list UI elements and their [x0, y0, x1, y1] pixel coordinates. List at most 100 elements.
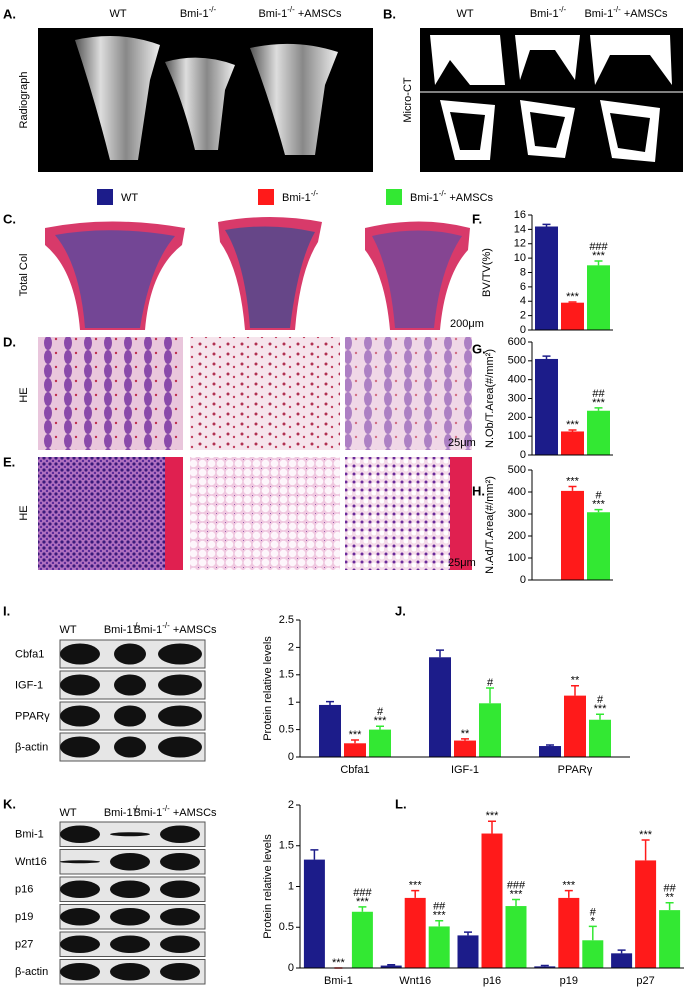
blot-band — [114, 705, 146, 727]
blot-band — [160, 825, 200, 843]
row-label: Micro-CT — [402, 77, 414, 122]
error-bar — [464, 931, 472, 936]
ct-slice — [430, 35, 505, 85]
row-label: HE — [18, 505, 30, 520]
y-axis-label: Protein relative levels — [262, 834, 274, 939]
significance-mark: ### — [353, 887, 372, 899]
error-bar — [588, 925, 597, 941]
legend-label: WT — [121, 192, 138, 204]
column-header: Bmi-1-/- — [530, 5, 567, 20]
bar — [558, 897, 580, 968]
y-tick-label: 0 — [520, 574, 526, 586]
x-tick-label: PPARγ — [558, 764, 593, 776]
row-label: HE — [18, 387, 30, 402]
legend-label: Bmi-1-/- — [282, 189, 319, 204]
significance-mark: ** — [665, 892, 674, 904]
y-tick-label: 2 — [288, 799, 294, 811]
error-bar — [310, 849, 319, 860]
bar — [535, 358, 558, 455]
y-tick-label: 1 — [288, 696, 294, 708]
blot-row-label: p27 — [15, 939, 33, 951]
panel-label: D. — [3, 334, 16, 349]
blot-band — [158, 674, 202, 696]
histology-image — [345, 337, 472, 450]
panel-label: H. — [472, 483, 485, 498]
y-tick-label: 0 — [520, 449, 526, 461]
bar — [344, 743, 366, 757]
bar — [479, 703, 501, 757]
bar — [428, 926, 450, 968]
significance-mark: ## — [433, 901, 446, 913]
error-bar — [571, 685, 579, 696]
y-axis-label: N.Ad/T.Area(#/mm²) — [484, 476, 496, 574]
significance-mark: ### — [589, 241, 608, 253]
y-tick-label: 400 — [508, 374, 526, 386]
significance-mark: *** — [510, 888, 524, 900]
error-bar — [564, 889, 573, 898]
y-tick-label: 2.5 — [279, 614, 294, 626]
error-bar — [568, 429, 577, 432]
bar — [429, 657, 451, 757]
column-header: Bmi-1-/- +AMSCs — [258, 5, 342, 20]
blot-row-label: Wnt16 — [15, 856, 47, 868]
bar-chart: G.N.Ob/T.Area(#/mm²) 0 100 200 300 400 500 600 *… — [472, 336, 613, 461]
histology-image — [450, 457, 472, 570]
blot-band — [60, 880, 100, 898]
blot-row-label: PPARγ — [15, 710, 50, 722]
blot-band — [60, 908, 100, 926]
blot-band — [160, 880, 200, 898]
bar — [564, 695, 586, 757]
blot-band — [114, 643, 146, 665]
bar — [635, 860, 657, 968]
blot-row-label: β-actin — [15, 966, 48, 978]
bar-chart: H.N.Ad/T.Area(#/mm²) 0 100 200 300 400 500 *** *… — [472, 464, 613, 586]
error-bar — [486, 687, 494, 704]
y-tick-label: 500 — [508, 464, 526, 476]
axes — [299, 620, 630, 758]
axes — [531, 215, 613, 331]
error-bar — [461, 738, 469, 741]
error-bar — [326, 700, 334, 705]
error-bar — [594, 508, 603, 513]
column-header: Bmi-1-/- — [180, 5, 217, 20]
legend-swatch — [97, 189, 113, 205]
y-tick-label: 200 — [508, 411, 526, 423]
y-tick-label: 0.5 — [279, 724, 294, 736]
error-bar — [594, 407, 603, 411]
ct-slice — [590, 35, 672, 85]
significance-mark: *** — [592, 397, 606, 409]
significance-mark: *** — [566, 419, 580, 431]
bar — [534, 966, 556, 968]
y-tick-label: 100 — [508, 552, 526, 564]
error-bar — [436, 649, 444, 658]
y-tick-label: 0 — [288, 751, 294, 763]
bar-chart: J.Protein relative levels00.511.522.5***… — [262, 603, 630, 776]
blot-band — [114, 674, 146, 696]
panel-label: E. — [3, 454, 15, 469]
histology-image — [38, 337, 183, 450]
significance-mark: ** — [571, 675, 580, 687]
error-bar — [546, 744, 554, 747]
blot-band — [110, 853, 150, 871]
bar — [587, 265, 610, 330]
error-bar — [376, 725, 384, 730]
blot-band — [110, 908, 150, 926]
bar — [561, 490, 584, 580]
legend-label: Bmi-1-/- +AMSCs — [410, 189, 494, 204]
y-tick-label: 14 — [514, 223, 526, 235]
y-tick-label: 100 — [508, 430, 526, 442]
y-axis-label: BV/TV(%) — [481, 248, 493, 297]
histology-image — [45, 217, 470, 330]
bar — [457, 935, 479, 968]
column-header: Bmi-1-/- — [104, 621, 141, 636]
blot-band — [110, 963, 150, 981]
blot-row-label: IGF-1 — [15, 679, 43, 691]
y-tick-label: 0 — [520, 324, 526, 336]
panel-label: A. — [3, 6, 16, 21]
significance-mark: *** — [409, 879, 423, 891]
significance-mark: # — [595, 490, 602, 502]
blot-band — [60, 643, 100, 665]
bone-shadow — [165, 57, 235, 150]
blot-band — [110, 832, 150, 837]
